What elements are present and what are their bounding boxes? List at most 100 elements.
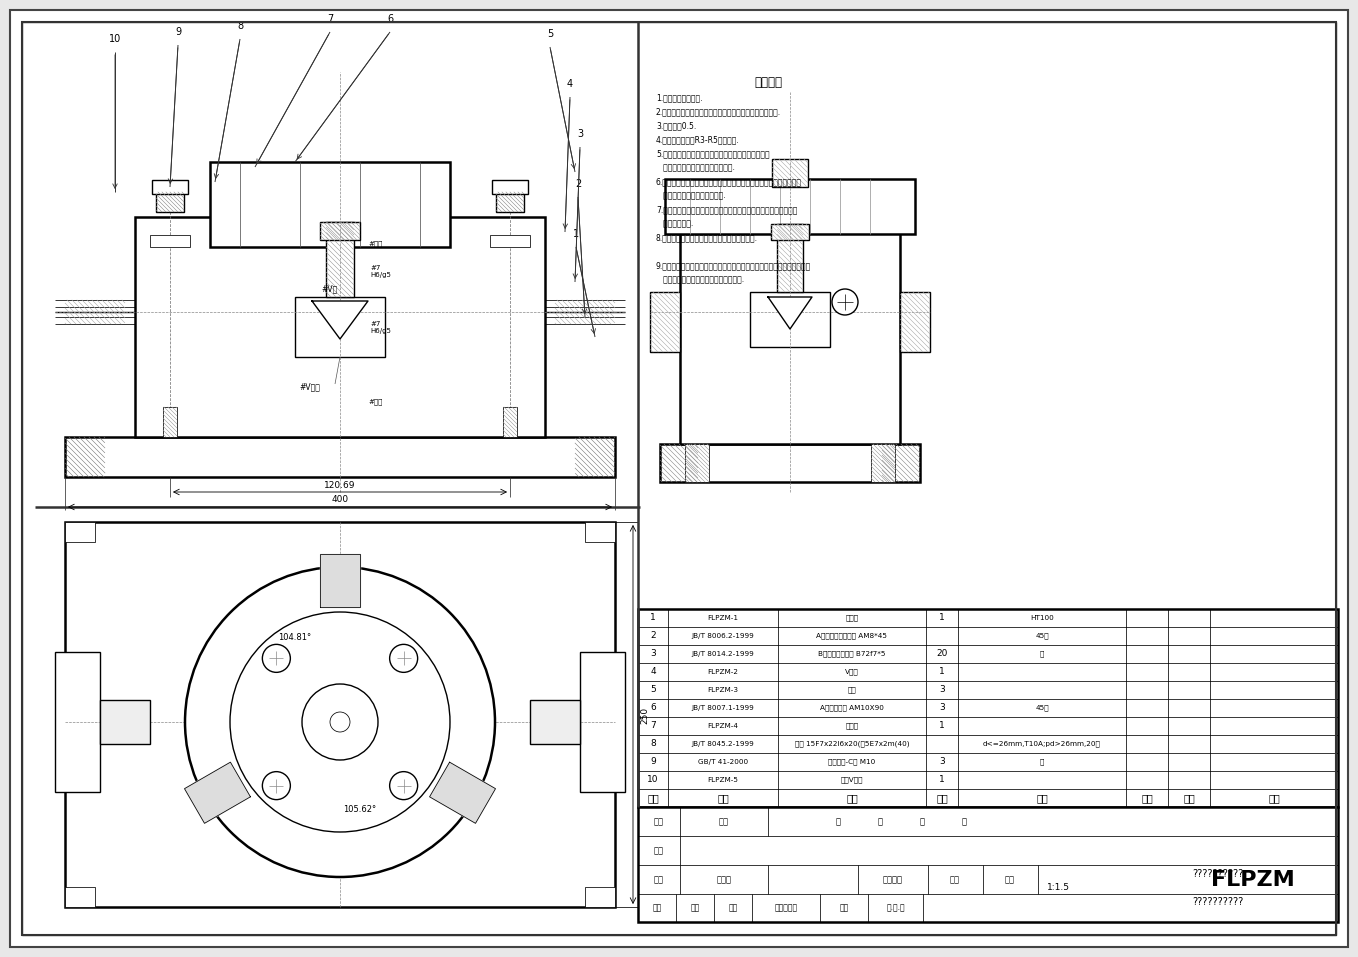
Circle shape bbox=[390, 644, 418, 673]
Bar bbox=[900, 292, 930, 352]
Bar bbox=[490, 235, 530, 247]
Text: 数量: 数量 bbox=[936, 793, 948, 803]
Text: 六角螺母-C级 M10: 六角螺母-C级 M10 bbox=[828, 759, 876, 766]
Text: 120.69: 120.69 bbox=[325, 480, 356, 489]
Bar bbox=[660, 444, 698, 482]
Text: 6: 6 bbox=[650, 703, 656, 713]
Text: 比例: 比例 bbox=[1005, 876, 1014, 884]
Bar bbox=[496, 192, 524, 212]
Bar bbox=[771, 224, 809, 240]
Bar bbox=[320, 222, 360, 240]
Text: 第: 第 bbox=[919, 817, 925, 827]
Bar bbox=[100, 700, 149, 744]
Circle shape bbox=[262, 644, 291, 673]
Text: 1:1.5: 1:1.5 bbox=[1047, 882, 1070, 892]
Text: 4: 4 bbox=[566, 79, 573, 89]
Bar bbox=[777, 224, 803, 292]
Text: #V形: #V形 bbox=[322, 284, 338, 294]
Text: 6: 6 bbox=[387, 14, 392, 24]
Text: 4: 4 bbox=[650, 667, 656, 677]
Text: 45钢: 45钢 bbox=[1035, 704, 1048, 711]
Text: 被夹进行夹夹.: 被夹进行夹夹. bbox=[656, 219, 693, 229]
Text: d<=26mm,T10A;pd>26mm,20钢: d<=26mm,T10A;pd>26mm,20钢 bbox=[983, 741, 1101, 747]
Text: 螺，是螺螺螺螺螺，螺螺夹夹不再螺螺.: 螺，是螺螺螺螺螺，螺螺夹夹不再螺螺. bbox=[656, 276, 744, 284]
Text: 45钢: 45钢 bbox=[1035, 633, 1048, 639]
Text: JB/T 8006.2-1999: JB/T 8006.2-1999 bbox=[691, 633, 755, 639]
Bar bbox=[163, 407, 177, 437]
Text: 250: 250 bbox=[641, 706, 649, 723]
Circle shape bbox=[330, 712, 350, 732]
Text: 标准化: 标准化 bbox=[717, 876, 732, 884]
Text: 2: 2 bbox=[650, 632, 656, 640]
Text: 4.未注圆角半径为R3-R5铸造圆角.: 4.未注圆角半径为R3-R5铸造圆角. bbox=[656, 136, 740, 145]
Text: 3: 3 bbox=[940, 758, 945, 767]
Text: ??????????: ?????????? bbox=[1192, 869, 1244, 879]
Bar bbox=[684, 444, 709, 482]
Bar bbox=[530, 700, 580, 744]
Text: A型大角头压紧螺钉 AM8*45: A型大角头压紧螺钉 AM8*45 bbox=[816, 633, 888, 639]
Bar bbox=[684, 444, 709, 482]
Text: 1: 1 bbox=[940, 667, 945, 677]
Text: 设计: 设计 bbox=[655, 876, 664, 884]
Text: 材料: 材料 bbox=[1036, 793, 1048, 803]
Bar bbox=[65, 300, 125, 324]
Bar bbox=[580, 652, 625, 792]
Bar bbox=[210, 162, 449, 247]
Text: 9.图纸，螺螺螺螺螺图螺螺，产品行业过螺螺螺不允许允许不止是夹具螺螺: 9.图纸，螺螺螺螺螺图螺螺，产品行业过螺螺螺不允许允许不止是夹具螺螺 bbox=[656, 261, 811, 271]
Text: 8: 8 bbox=[236, 21, 243, 31]
Text: 5: 5 bbox=[547, 29, 553, 39]
Bar bbox=[65, 437, 615, 477]
Bar bbox=[771, 159, 808, 187]
Bar bbox=[680, 224, 900, 444]
Text: FLPZM-5: FLPZM-5 bbox=[708, 777, 739, 783]
Text: 共: 共 bbox=[835, 817, 841, 827]
Text: ??????????: ?????????? bbox=[1192, 897, 1244, 907]
Text: 标记: 标记 bbox=[652, 903, 661, 913]
Text: 来: 来 bbox=[961, 817, 967, 827]
Text: 压板: 压板 bbox=[847, 687, 857, 693]
Circle shape bbox=[230, 612, 449, 832]
Bar bbox=[638, 807, 1338, 922]
Text: 1.铸件毛坯退火处理.: 1.铸件毛坯退火处理. bbox=[656, 94, 702, 102]
Text: 更改文件号: 更改文件号 bbox=[774, 903, 797, 913]
Polygon shape bbox=[185, 762, 250, 823]
Bar bbox=[326, 222, 354, 297]
Text: 1: 1 bbox=[650, 613, 656, 622]
Text: 2: 2 bbox=[574, 179, 581, 189]
Text: 105.62°: 105.62° bbox=[344, 806, 376, 814]
Text: 1: 1 bbox=[940, 613, 945, 622]
Text: 及锈蚀、氧化铁、涂色等情况存在.: 及锈蚀、氧化铁、涂色等情况存在. bbox=[656, 164, 735, 172]
Bar bbox=[326, 222, 354, 297]
Text: 钻模板: 钻模板 bbox=[846, 723, 858, 729]
Bar bbox=[574, 437, 615, 477]
Text: 3: 3 bbox=[577, 129, 583, 139]
Text: #大销: #大销 bbox=[368, 241, 383, 247]
Text: 技术要求: 技术要求 bbox=[754, 76, 782, 88]
Text: 1: 1 bbox=[940, 722, 945, 730]
Text: JB/T 8007.1-1999: JB/T 8007.1-1999 bbox=[691, 705, 755, 711]
Bar bbox=[65, 522, 95, 542]
Circle shape bbox=[301, 684, 378, 760]
Text: 7: 7 bbox=[650, 722, 656, 730]
Text: HT100: HT100 bbox=[1031, 615, 1054, 621]
Text: 处数: 处数 bbox=[690, 903, 699, 913]
Bar bbox=[156, 192, 183, 212]
Bar bbox=[502, 407, 517, 437]
Text: GB/T 41-2000: GB/T 41-2000 bbox=[698, 759, 748, 765]
Bar bbox=[900, 292, 930, 352]
Bar bbox=[665, 179, 915, 234]
Text: 钢: 钢 bbox=[1040, 759, 1044, 766]
Text: 20: 20 bbox=[936, 650, 948, 658]
Circle shape bbox=[390, 771, 418, 800]
Bar bbox=[660, 444, 919, 482]
Bar bbox=[502, 407, 517, 437]
Polygon shape bbox=[429, 762, 496, 823]
Bar bbox=[585, 522, 615, 542]
Text: 3: 3 bbox=[940, 685, 945, 695]
Polygon shape bbox=[769, 297, 812, 329]
Text: JB/T 8045.2-1999: JB/T 8045.2-1999 bbox=[691, 741, 755, 747]
Bar bbox=[65, 522, 615, 907]
Text: 钢: 钢 bbox=[1040, 651, 1044, 657]
Bar bbox=[771, 159, 808, 187]
Text: #7
H6/g5: #7 H6/g5 bbox=[369, 321, 391, 333]
